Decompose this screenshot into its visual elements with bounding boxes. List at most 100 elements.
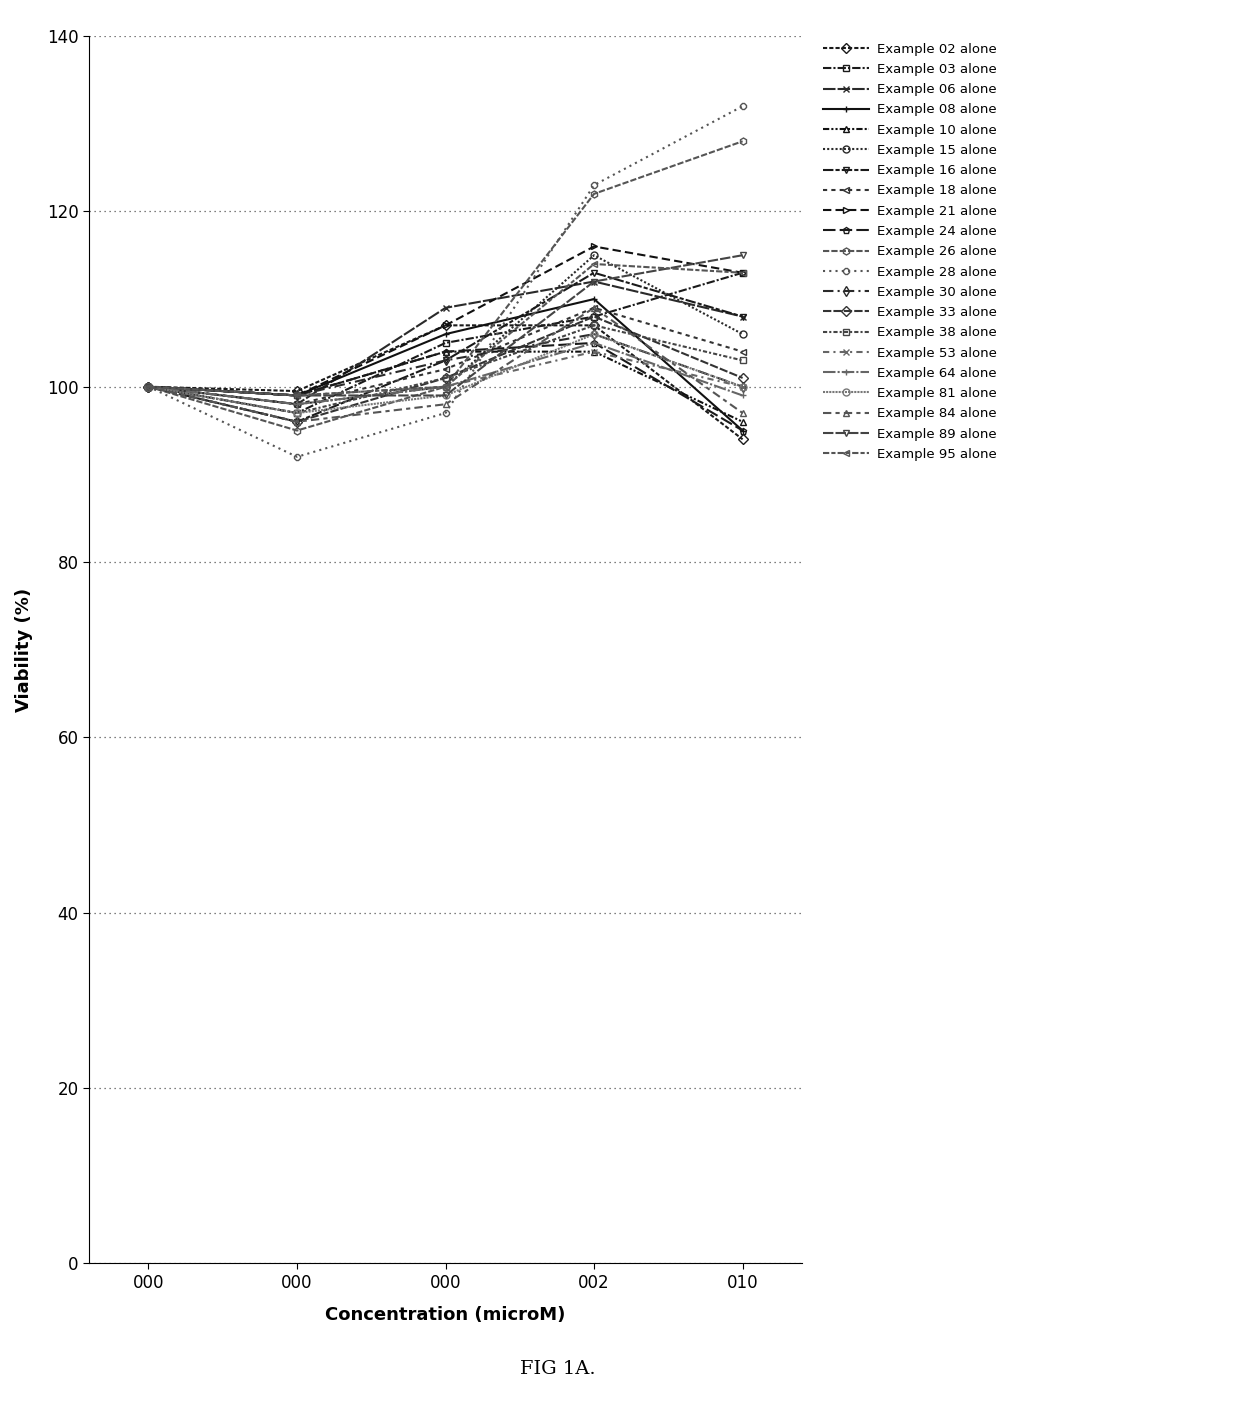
X-axis label: Concentration (microM): Concentration (microM) xyxy=(325,1306,565,1323)
Example 08 alone xyxy=(290,387,305,404)
Example 24 alone xyxy=(735,423,750,440)
Example 10 alone xyxy=(735,413,750,430)
Example 84 alone xyxy=(141,378,156,395)
Example 08 alone xyxy=(438,325,453,342)
Example 33 alone xyxy=(290,413,305,430)
Example 81 alone xyxy=(735,378,750,395)
Example 95 alone xyxy=(735,265,750,282)
Example 81 alone xyxy=(438,387,453,404)
Example 84 alone xyxy=(290,413,305,430)
Example 18 alone xyxy=(587,299,601,316)
Example 06 alone xyxy=(141,378,156,395)
Example 10 alone xyxy=(587,344,601,361)
Example 38 alone xyxy=(290,404,305,421)
Example 26 alone xyxy=(735,132,750,149)
Example 53 alone xyxy=(438,378,453,395)
Line: Example 53 alone: Example 53 alone xyxy=(145,348,746,399)
Example 21 alone xyxy=(587,238,601,255)
Example 38 alone xyxy=(141,378,156,395)
Example 06 alone xyxy=(290,396,305,413)
Example 21 alone xyxy=(290,387,305,404)
Example 95 alone xyxy=(141,378,156,395)
Example 81 alone xyxy=(587,325,601,342)
Example 21 alone xyxy=(438,317,453,334)
Example 53 alone xyxy=(735,378,750,395)
Example 38 alone xyxy=(438,369,453,386)
Example 24 alone xyxy=(587,334,601,351)
Example 95 alone xyxy=(290,387,305,404)
Example 89 alone xyxy=(438,387,453,404)
Example 16 alone xyxy=(735,309,750,325)
Example 89 alone xyxy=(141,378,156,395)
Line: Example 18 alone: Example 18 alone xyxy=(145,304,746,407)
Example 03 alone xyxy=(290,404,305,421)
Example 64 alone xyxy=(735,387,750,404)
Example 10 alone xyxy=(438,344,453,361)
Example 18 alone xyxy=(290,396,305,413)
Example 16 alone xyxy=(290,413,305,430)
Example 84 alone xyxy=(438,396,453,413)
Legend: Example 02 alone, Example 03 alone, Example 06 alone, Example 08 alone, Example : Example 02 alone, Example 03 alone, Exam… xyxy=(823,42,997,461)
Line: Example 28 alone: Example 28 alone xyxy=(145,103,746,461)
Example 16 alone xyxy=(587,265,601,282)
Example 15 alone xyxy=(141,378,156,395)
Example 16 alone xyxy=(141,378,156,395)
Example 02 alone xyxy=(141,378,156,395)
Line: Example 64 alone: Example 64 alone xyxy=(145,340,746,407)
Example 89 alone xyxy=(290,387,305,404)
Example 84 alone xyxy=(587,299,601,316)
Example 24 alone xyxy=(290,387,305,404)
Example 24 alone xyxy=(438,344,453,361)
Example 81 alone xyxy=(290,404,305,421)
Example 53 alone xyxy=(587,344,601,361)
Example 30 alone xyxy=(587,325,601,342)
Example 28 alone xyxy=(587,176,601,193)
Example 24 alone xyxy=(141,378,156,395)
Example 15 alone xyxy=(735,325,750,342)
Example 89 alone xyxy=(587,273,601,290)
Example 33 alone xyxy=(141,378,156,395)
Example 30 alone xyxy=(438,352,453,369)
Line: Example 16 alone: Example 16 alone xyxy=(145,269,746,426)
Example 33 alone xyxy=(735,369,750,386)
Line: Example 08 alone: Example 08 alone xyxy=(145,296,746,434)
Example 30 alone xyxy=(735,378,750,395)
Example 10 alone xyxy=(290,387,305,404)
Example 02 alone xyxy=(587,317,601,334)
Example 03 alone xyxy=(587,309,601,325)
Example 28 alone xyxy=(735,97,750,114)
Example 08 alone xyxy=(141,378,156,395)
Y-axis label: Viability (%): Viability (%) xyxy=(15,588,33,712)
Line: Example 81 alone: Example 81 alone xyxy=(145,331,746,417)
Example 06 alone xyxy=(438,299,453,316)
Example 53 alone xyxy=(290,387,305,404)
Example 28 alone xyxy=(438,404,453,421)
Example 81 alone xyxy=(141,378,156,395)
Line: Example 33 alone: Example 33 alone xyxy=(145,313,746,426)
Example 28 alone xyxy=(290,448,305,465)
Example 38 alone xyxy=(587,317,601,334)
Example 30 alone xyxy=(141,378,156,395)
Example 84 alone xyxy=(735,404,750,421)
Example 02 alone xyxy=(290,383,305,400)
Example 16 alone xyxy=(438,352,453,369)
Line: Example 38 alone: Example 38 alone xyxy=(145,321,746,417)
Example 64 alone xyxy=(587,334,601,351)
Example 53 alone xyxy=(141,378,156,395)
Example 15 alone xyxy=(438,378,453,395)
Line: Example 30 alone: Example 30 alone xyxy=(145,331,746,399)
Example 18 alone xyxy=(141,378,156,395)
Example 95 alone xyxy=(438,378,453,395)
Example 06 alone xyxy=(735,309,750,325)
Example 95 alone xyxy=(587,255,601,272)
Example 26 alone xyxy=(141,378,156,395)
Line: Example 02 alone: Example 02 alone xyxy=(145,321,746,442)
Example 15 alone xyxy=(290,396,305,413)
Example 64 alone xyxy=(290,396,305,413)
Example 03 alone xyxy=(438,334,453,351)
Example 64 alone xyxy=(141,378,156,395)
Example 08 alone xyxy=(735,423,750,440)
Example 15 alone xyxy=(587,247,601,263)
Example 08 alone xyxy=(587,290,601,307)
Example 33 alone xyxy=(438,369,453,386)
